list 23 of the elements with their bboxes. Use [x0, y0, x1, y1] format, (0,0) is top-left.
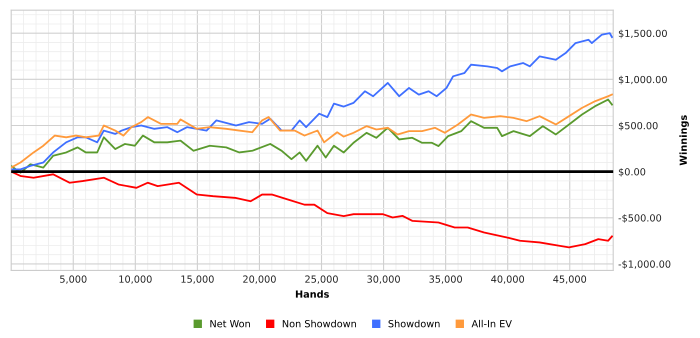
legend-label: Showdown: [388, 320, 440, 328]
x-tick-label: 25,000: [305, 275, 338, 284]
legend-label: All-In EV: [472, 320, 512, 328]
x-tick-label: 10,000: [119, 275, 152, 284]
y-tick-label: $0.00: [618, 168, 646, 177]
legend-label: Net Won: [210, 320, 250, 328]
x-axis-title: Hands: [296, 290, 329, 298]
x-tick-label: 20,000: [243, 275, 276, 284]
y-tick-label: $500.00: [618, 122, 658, 131]
y-tick-label: -$500.00: [618, 214, 662, 223]
line-series: [11, 170, 613, 248]
x-tick-label: 40,000: [491, 275, 524, 284]
y-tick-label: -$1,000.00: [618, 260, 670, 270]
y-axis-title: Winnings: [679, 115, 689, 166]
y-tick-label: $1,500.00: [618, 30, 667, 38]
x-tick-label: 35,000: [429, 275, 462, 284]
line-series: [11, 32, 613, 170]
x-tick-label: 45,000: [553, 275, 586, 284]
legend-label: Non Showdown: [282, 320, 356, 328]
y-tick-label: $1,000.00: [618, 76, 667, 84]
x-tick-label: 30,000: [367, 275, 400, 284]
x-tick-label: 15,000: [181, 275, 214, 284]
x-tick-label: 5,000: [60, 275, 87, 284]
